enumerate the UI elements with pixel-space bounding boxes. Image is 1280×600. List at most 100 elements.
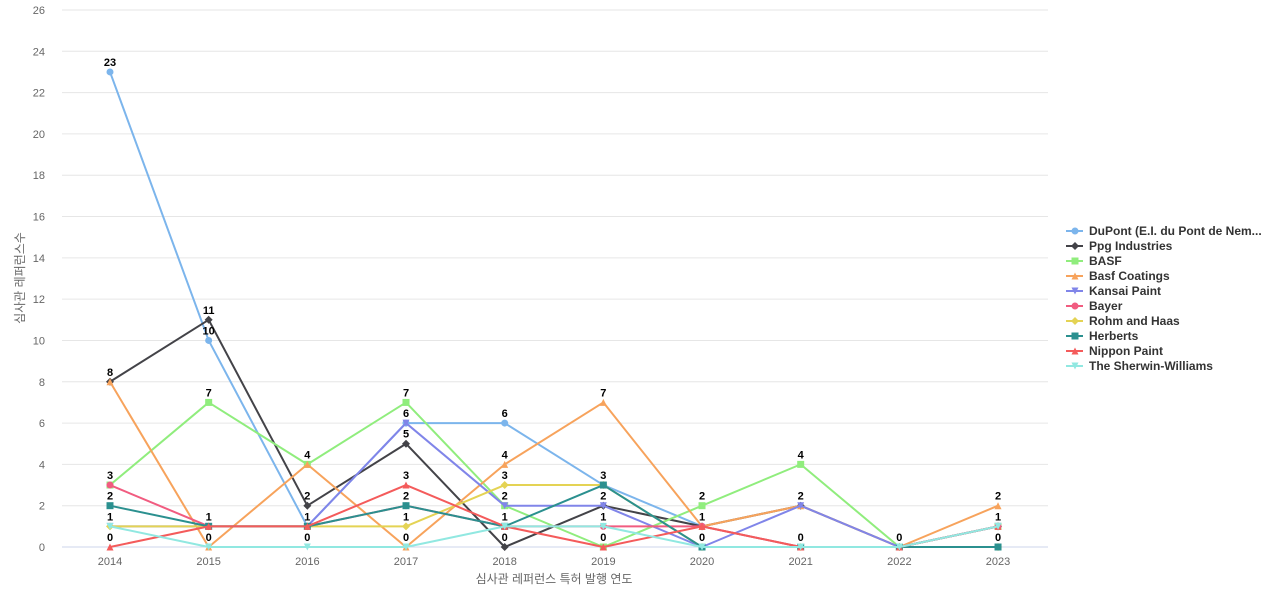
series-6[interactable] [106,481,1002,551]
legend-item[interactable]: Rohm and Haas [1066,313,1262,328]
legend-item[interactable]: The Sherwin-Williams [1066,358,1262,373]
data-point[interactable] [599,398,607,406]
series-10[interactable] [106,522,1002,551]
data-point[interactable] [895,543,903,551]
data-point[interactable] [106,502,114,510]
data-point[interactable] [994,543,1002,551]
data-point[interactable] [500,481,509,490]
legend-marker[interactable] [1071,362,1079,369]
legend-swatch-icon [1066,347,1083,354]
data-point[interactable] [599,522,607,530]
data-label: 6 [403,408,409,420]
data-label: 0 [699,532,705,544]
legend-marker[interactable] [1071,316,1079,325]
series-line[interactable] [109,484,1000,548]
data-point[interactable] [106,543,114,551]
data-point[interactable] [501,419,509,427]
data-point[interactable] [698,502,706,510]
legend-item[interactable]: Basf Coatings [1066,268,1262,283]
series-3[interactable] [106,398,1002,551]
data-point[interactable] [402,419,410,427]
legend-marker[interactable] [1071,347,1079,354]
data-point[interactable] [205,543,213,551]
data-point[interactable] [204,315,213,324]
legend-item[interactable]: Ppg Industries [1066,238,1262,253]
series-line[interactable] [109,484,1000,548]
y-tick-label: 24 [33,46,45,58]
data-label: 10 [203,325,215,337]
legend-item[interactable]: Kansai Paint [1066,283,1262,298]
data-point[interactable] [994,522,1002,530]
data-point[interactable] [599,502,607,510]
data-point[interactable] [303,522,311,530]
legend-marker[interactable] [1071,272,1079,279]
series-7[interactable] [106,481,1003,551]
data-point[interactable] [106,481,114,489]
legend-item[interactable]: Bayer [1066,298,1262,313]
series-line[interactable] [109,525,1000,548]
series-line[interactable] [109,484,1000,548]
legend-item[interactable]: DuPont (E.I. du Pont de Nem... [1066,223,1262,238]
data-point[interactable] [402,543,410,551]
data-point[interactable] [994,502,1002,510]
data-point[interactable] [106,522,114,530]
legend-label: Rohm and Haas [1089,313,1180,328]
data-point[interactable] [106,378,114,386]
data-label: 2 [502,491,508,503]
data-label: 0 [600,532,606,544]
data-point[interactable] [599,481,607,489]
data-label: 0 [896,532,902,544]
legend-marker[interactable] [1071,332,1079,339]
series-line[interactable] [109,484,1000,548]
legend-swatch-icon [1066,362,1083,369]
data-point[interactable] [797,502,805,510]
data-point[interactable] [797,460,805,468]
data-point[interactable] [501,460,509,468]
data-label: 0 [798,532,804,544]
data-point[interactable] [303,543,311,551]
data-point[interactable] [205,336,213,344]
data-point[interactable] [402,481,410,489]
data-point[interactable] [205,522,213,530]
data-point[interactable] [599,543,607,551]
data-point[interactable] [500,543,509,551]
series-9[interactable] [106,481,1002,551]
series-line[interactable] [109,401,1000,548]
data-point[interactable] [698,522,706,530]
data-label: 2 [304,491,310,503]
legend-marker[interactable] [1071,257,1079,264]
data-point[interactable] [501,522,509,530]
data-label: 7 [600,387,606,399]
data-point[interactable] [501,502,509,510]
data-point[interactable] [402,522,411,531]
legend-label: Kansai Paint [1089,283,1162,298]
legend-item[interactable]: BASF [1066,253,1262,268]
legend-label: Herberts [1089,328,1139,343]
x-axis-title: 심사관 레퍼런스 특허 발행 연도 [476,571,633,586]
data-point[interactable] [698,543,706,551]
data-point[interactable] [303,501,312,510]
series-1[interactable] [106,68,1002,551]
data-point[interactable] [402,502,410,510]
legend-marker[interactable] [1071,287,1079,294]
series-line[interactable] [109,70,1000,548]
legend-marker[interactable] [1071,241,1079,250]
series-8[interactable] [106,481,1002,551]
y-tick-label: 26 [33,5,45,17]
legend-marker[interactable] [1071,302,1079,309]
legend-label: BASF [1089,253,1122,268]
legend-item[interactable]: Herberts [1066,328,1262,343]
data-label: 2 [699,491,705,503]
data-point[interactable] [402,439,411,448]
data-point[interactable] [205,398,213,406]
data-label: 1 [304,511,310,523]
legend-item[interactable]: Nippon Paint [1066,343,1262,358]
data-label: 7 [206,387,212,399]
data-label: 1 [502,511,508,523]
data-point[interactable] [797,543,805,551]
data-point[interactable] [106,68,114,76]
legend-marker[interactable] [1071,227,1079,234]
data-label: 7 [403,387,409,399]
data-point[interactable] [402,398,410,406]
data-point[interactable] [303,460,311,468]
